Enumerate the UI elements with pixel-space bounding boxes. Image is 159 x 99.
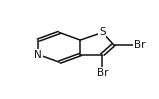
Text: N: N xyxy=(35,50,42,60)
Text: S: S xyxy=(99,27,106,37)
Text: Br: Br xyxy=(97,68,108,78)
Text: Br: Br xyxy=(134,40,145,50)
